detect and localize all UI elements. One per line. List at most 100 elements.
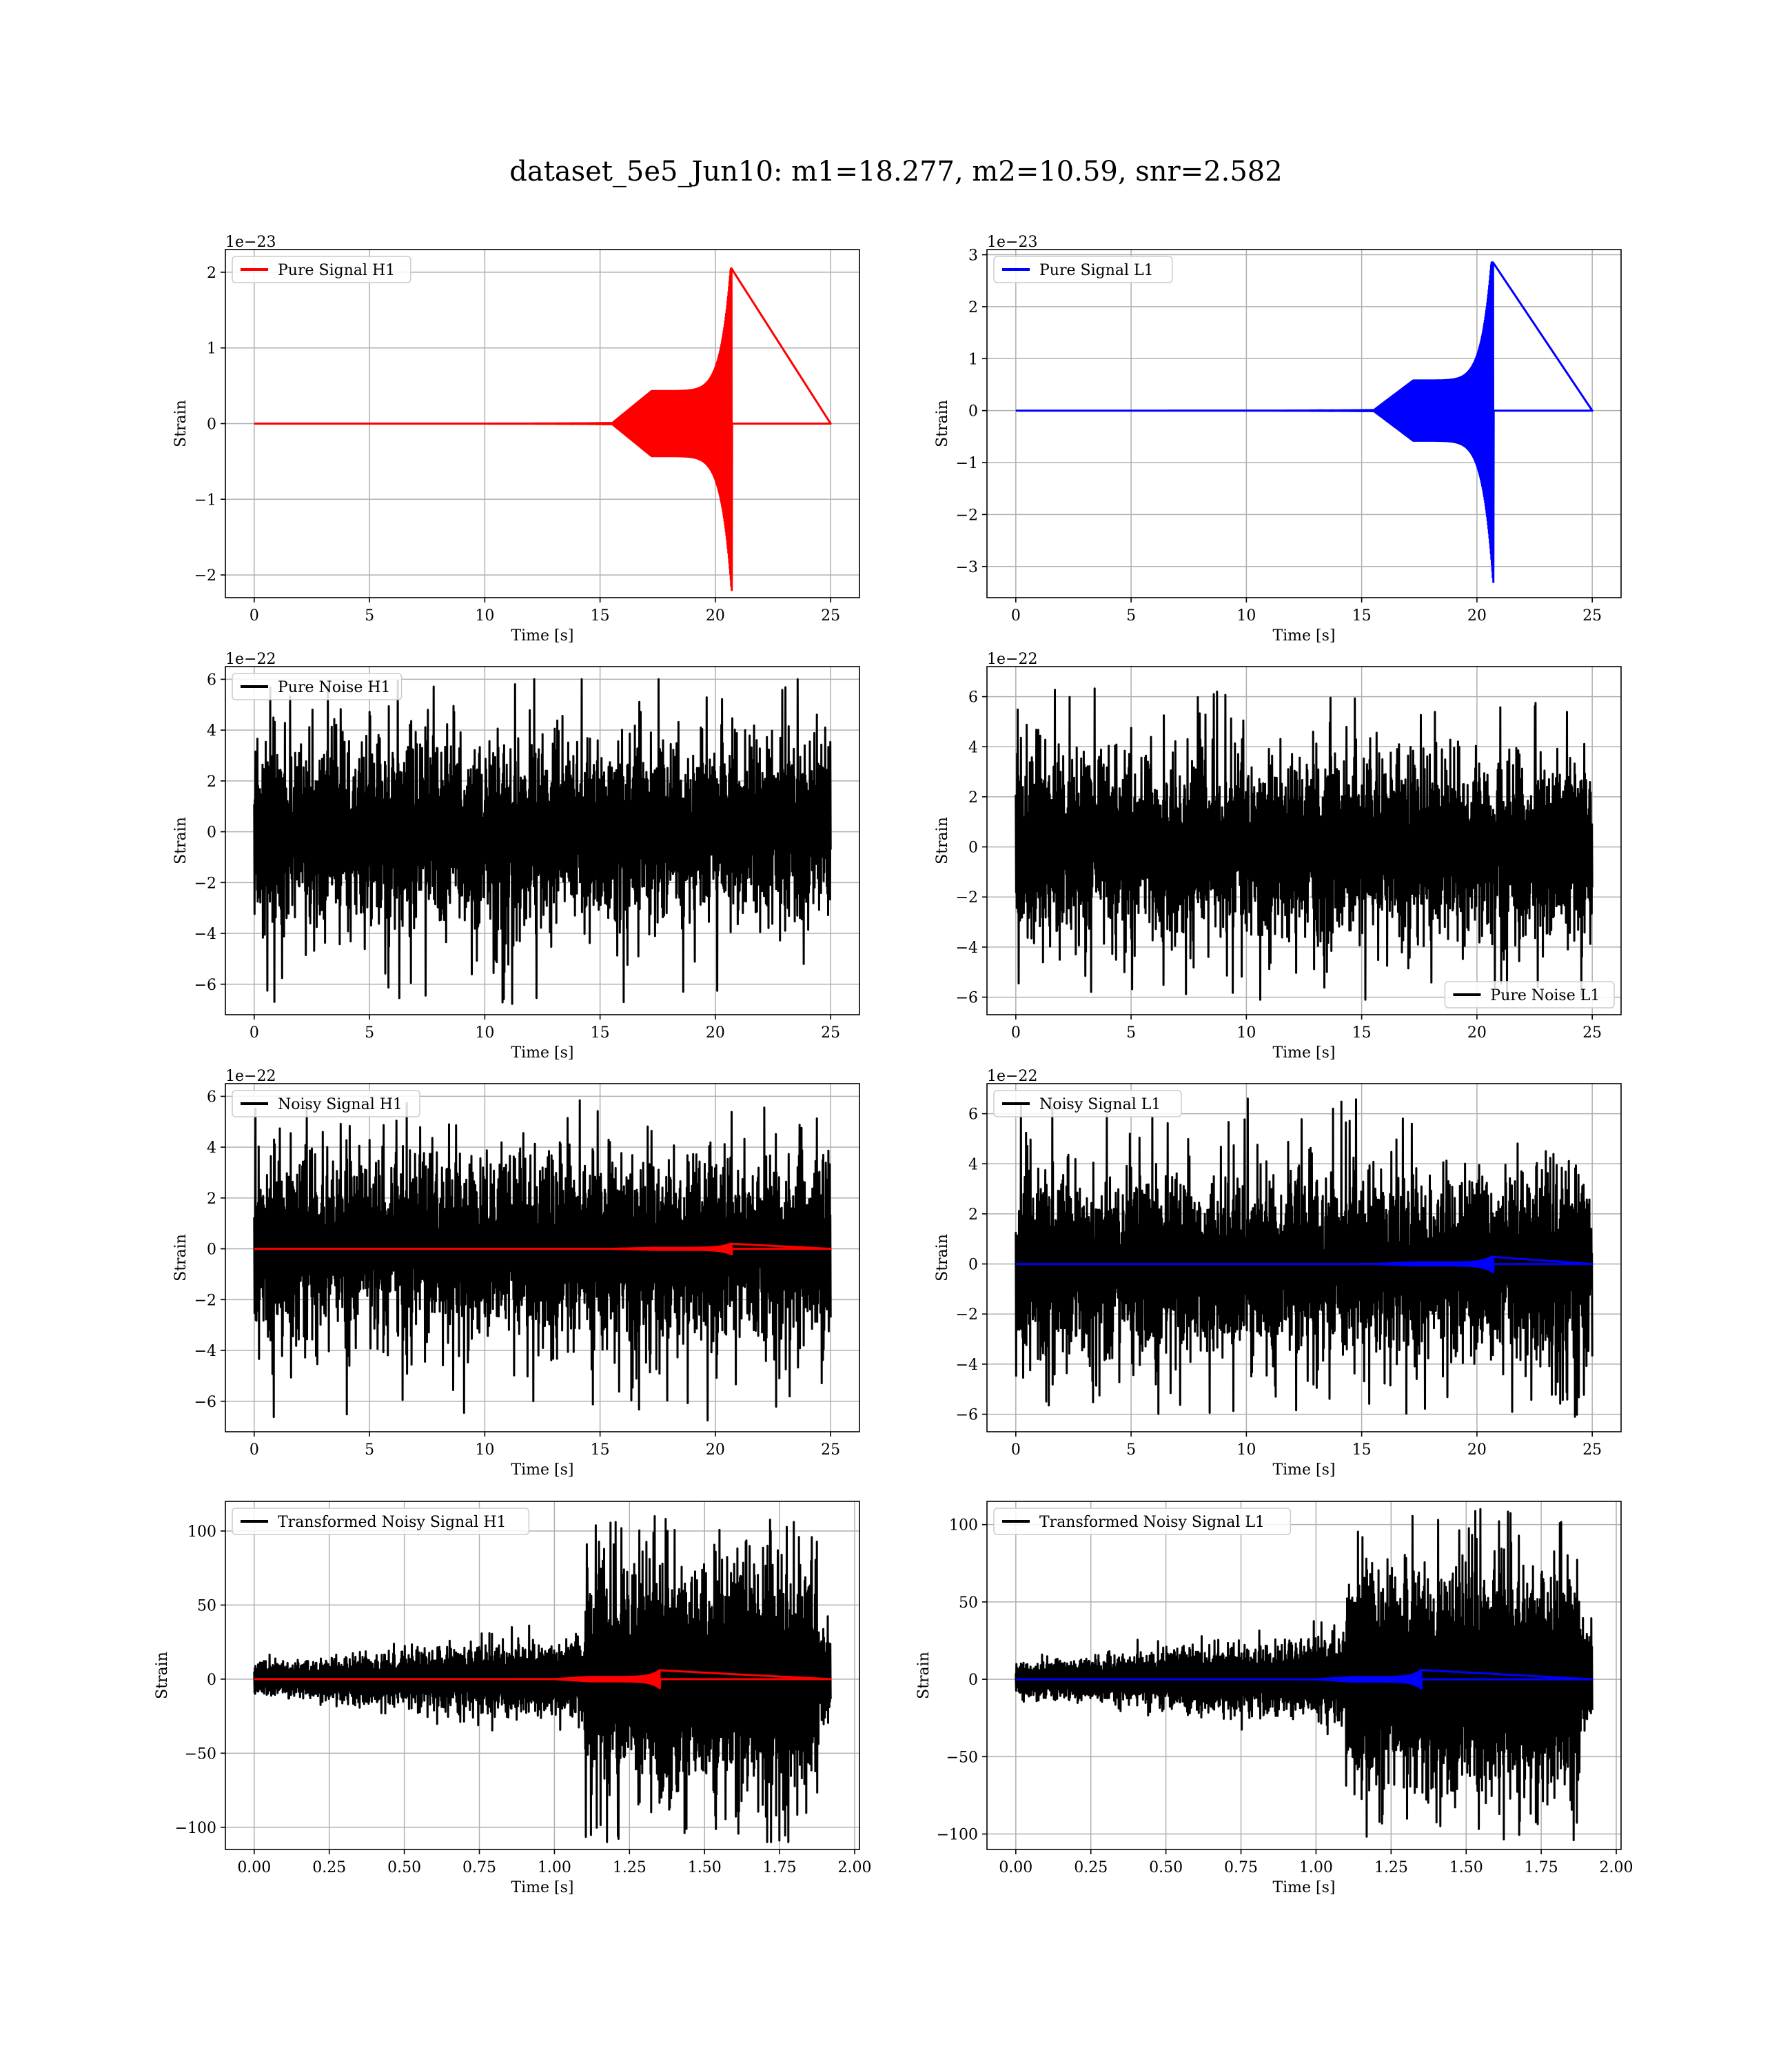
y-tick-label: −6 [194,977,216,994]
y-tick-label: 50 [959,1594,978,1612]
y-axis-label: Strain [154,1652,171,1699]
y-tick-label: 2 [207,773,216,791]
y-axis-label: Strain [934,1234,951,1281]
series-line-signal-overlay [253,1669,832,1690]
y-tick-label: −4 [194,926,216,943]
x-tick-label: 0 [250,1441,259,1459]
x-tick-label: 15 [1352,1441,1372,1459]
x-tick-label: 0.00 [999,1859,1032,1876]
figure-title: dataset_5e5_Jun10: m1=18.277, m2=10.59, … [509,156,1283,187]
series-line-pure-noise-h1 [253,678,832,1005]
y-tick-label: 0 [207,1672,216,1689]
plot-area [253,678,832,1005]
x-axis-label: Time [s] [511,1461,573,1479]
x-tick-label: 10 [1236,607,1256,625]
y-tick-label: −6 [194,1394,216,1411]
y-tick-label: −4 [956,940,978,957]
x-tick-label: 20 [1467,1441,1487,1459]
x-tick-label: 1.50 [688,1859,722,1876]
legend-label: Pure Noise H1 [278,679,391,696]
axes-frame [225,666,860,1015]
offset-text: 1e−22 [225,651,276,668]
series-line-pure-signal-l1 [1015,261,1594,583]
legend-label: Noisy Signal L1 [1039,1096,1161,1113]
x-tick-label: 10 [475,1024,494,1042]
x-tick-label: 15 [591,607,610,625]
x-axis-label: Time [s] [511,627,573,645]
y-tick-label: 2 [207,265,216,282]
legend-label: Transformed Noisy Signal L1 [1039,1514,1265,1531]
series-line-transformed-noisy-signal-l1 [1015,1508,1594,1841]
x-tick-label: 0 [250,607,259,625]
legend-box [232,1090,420,1117]
y-tick-label: −50 [946,1749,978,1766]
x-tick-label: 25 [1582,607,1602,625]
legend-box [1444,981,1615,1008]
plot-area [253,1099,832,1421]
x-tick-label: 5 [365,607,374,625]
y-tick-label: −100 [175,1820,216,1837]
y-tick-label: −1 [194,491,216,509]
x-tick-label: 1.25 [613,1859,646,1876]
legend-box [993,256,1173,283]
y-tick-label: 6 [968,689,978,707]
x-tick-label: 0 [1011,1441,1021,1459]
y-tick-label: −4 [956,1357,978,1374]
series-line-pure-noise-l1 [1015,687,1594,1001]
x-tick-label: 25 [821,607,840,625]
axes-frame [986,249,1622,598]
axes-frame [986,1083,1622,1432]
axes-frame [225,1501,860,1850]
legend: Pure Noise H1 [232,673,403,700]
axes-frame [986,1501,1622,1850]
x-tick-label: 0.25 [312,1859,346,1876]
x-tick-label: 10 [475,607,494,625]
x-tick-label: 0.50 [1149,1859,1183,1876]
plot-area [253,1515,832,1843]
x-tick-label: 15 [1352,1024,1372,1042]
offset-text: 1e−22 [987,1068,1037,1085]
legend: Pure Signal L1 [993,256,1173,283]
x-tick-label: 0.50 [387,1859,421,1876]
panel-noisy-signal-l1: 0 5 10 15 20 25 −6 −4 −2 0 2 4 6 Time [s] Strain 1e−22N… [934,1068,1622,1479]
axes-frame [986,666,1622,1015]
x-tick-label: 0.75 [1224,1859,1258,1876]
x-tick-label: 0.75 [462,1859,496,1876]
x-axis-label: Time [s] [511,1879,573,1896]
x-tick-label: 0 [1011,1024,1021,1042]
legend-label: Pure Signal H1 [278,262,395,279]
y-tick-label: −6 [956,990,978,1007]
x-tick-label: 20 [706,1024,725,1042]
legend-box [993,1508,1292,1535]
x-tick-label: 1.75 [1525,1859,1558,1876]
y-axis-label: Strain [172,817,190,864]
y-tick-label: −2 [956,1306,978,1324]
x-tick-label: 1.50 [1449,1859,1483,1876]
y-tick-label: −2 [956,507,978,524]
legend-label: Pure Noise L1 [1490,987,1600,1004]
x-axis-label: Time [s] [1272,1461,1335,1479]
legend-box [232,1508,530,1535]
x-tick-label: 25 [1582,1441,1602,1459]
series-line-signal-overlay [1015,1669,1594,1690]
y-tick-label: 0 [968,1672,978,1689]
legend: Pure Noise L1 [1444,981,1615,1008]
legend-box [993,1090,1182,1117]
y-tick-label: 3 [968,247,978,265]
offset-text: 1e−22 [225,1068,276,1085]
x-tick-label: 15 [1352,607,1372,625]
series-line-signal-overlay [253,1242,832,1256]
y-tick-label: 0 [207,1241,216,1259]
y-tick-label: −2 [194,875,216,892]
series-line-pure-signal-h1 [253,267,832,591]
y-tick-label: 4 [968,739,978,756]
x-tick-label: 25 [821,1441,840,1459]
legend-label: Noisy Signal H1 [278,1096,403,1113]
x-tick-label: 0.00 [237,1859,271,1876]
plot-area [1015,261,1594,583]
y-axis-label: Strain [172,1234,190,1281]
x-tick-label: 25 [1582,1024,1602,1042]
series-line-transformed-noisy-signal-h1 [253,1515,832,1843]
